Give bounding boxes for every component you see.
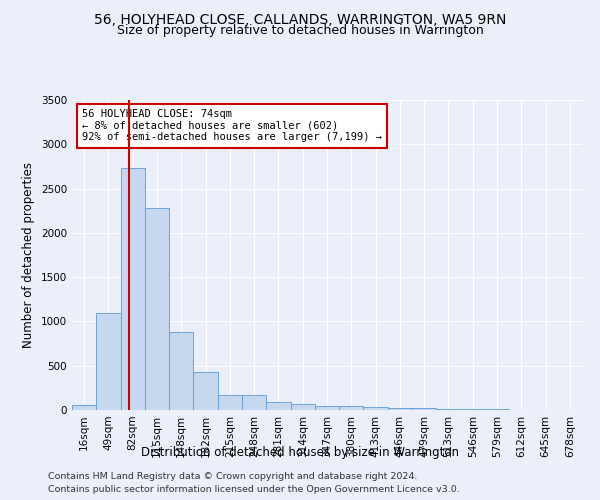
Bar: [339, 406, 364, 410]
Text: 56 HOLYHEAD CLOSE: 74sqm
← 8% of detached houses are smaller (602)
92% of semi-d: 56 HOLYHEAD CLOSE: 74sqm ← 8% of detache…: [82, 110, 382, 142]
Text: 56, HOLYHEAD CLOSE, CALLANDS, WARRINGTON, WA5 9RN: 56, HOLYHEAD CLOSE, CALLANDS, WARRINGTON…: [94, 12, 506, 26]
Bar: [242, 396, 266, 410]
Bar: [266, 402, 290, 410]
Bar: [364, 408, 388, 410]
Y-axis label: Number of detached properties: Number of detached properties: [22, 162, 35, 348]
Bar: [290, 404, 315, 410]
Bar: [193, 372, 218, 410]
Bar: [145, 208, 169, 410]
Bar: [315, 406, 339, 410]
Bar: [169, 332, 193, 410]
Bar: [412, 408, 436, 410]
Bar: [96, 312, 121, 410]
Text: Contains HM Land Registry data © Crown copyright and database right 2024.: Contains HM Land Registry data © Crown c…: [48, 472, 418, 481]
Bar: [72, 405, 96, 410]
Bar: [218, 394, 242, 410]
Text: Size of property relative to detached houses in Warrington: Size of property relative to detached ho…: [116, 24, 484, 37]
Bar: [436, 408, 461, 410]
Text: Contains public sector information licensed under the Open Government Licence v3: Contains public sector information licen…: [48, 485, 460, 494]
Bar: [388, 408, 412, 410]
Text: Distribution of detached houses by size in Warrington: Distribution of detached houses by size …: [141, 446, 459, 459]
Bar: [461, 409, 485, 410]
Bar: [121, 168, 145, 410]
